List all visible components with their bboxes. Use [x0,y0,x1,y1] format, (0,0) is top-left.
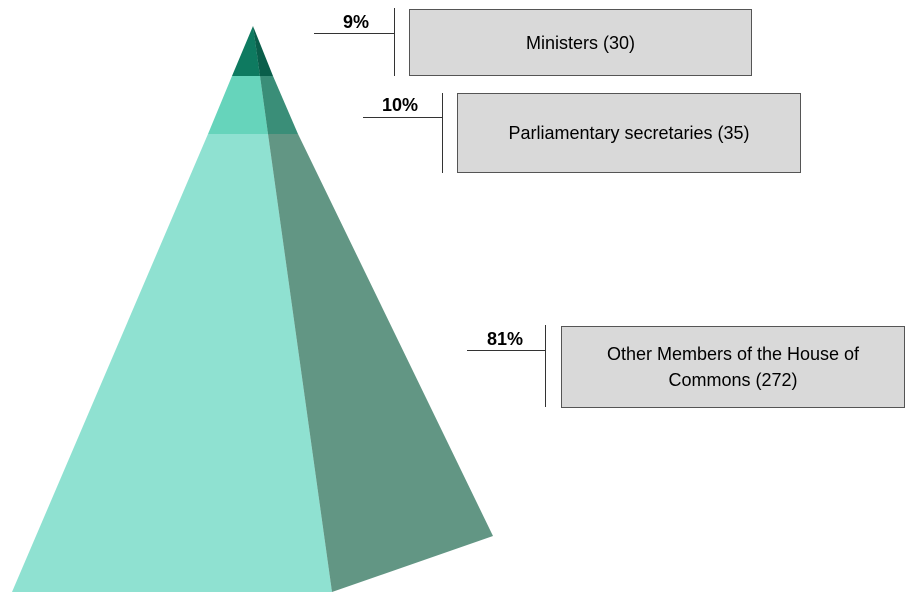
legend-box-ministers: Ministers (30) [409,9,752,76]
legend-box-other-members: Other Members of the House of Commons (2… [561,326,905,408]
tier-parliamentary-secretaries-side [260,76,298,134]
leader-line-parliamentary-secretaries [363,117,442,118]
legend-box-parliamentary-secretaries: Parliamentary secretaries (35) [457,93,801,173]
tier-other-members-front [12,134,332,592]
tier-parliamentary-secretaries-front [208,76,268,134]
bracket-line-other-members [545,325,546,407]
percent-label-ministers: 9% [343,12,370,32]
leader-line-ministers [314,33,394,34]
bracket-line-ministers [394,8,395,76]
tier-ministers-side [253,26,273,76]
tier-ministers-front [232,26,260,76]
percent-label-parliamentary-secretaries: 10% [382,95,419,115]
tier-other-members-side [268,134,493,592]
bracket-line-parliamentary-secretaries [442,93,443,173]
percent-label-other-members: 81% [487,329,524,349]
leader-line-other-members [467,350,545,351]
